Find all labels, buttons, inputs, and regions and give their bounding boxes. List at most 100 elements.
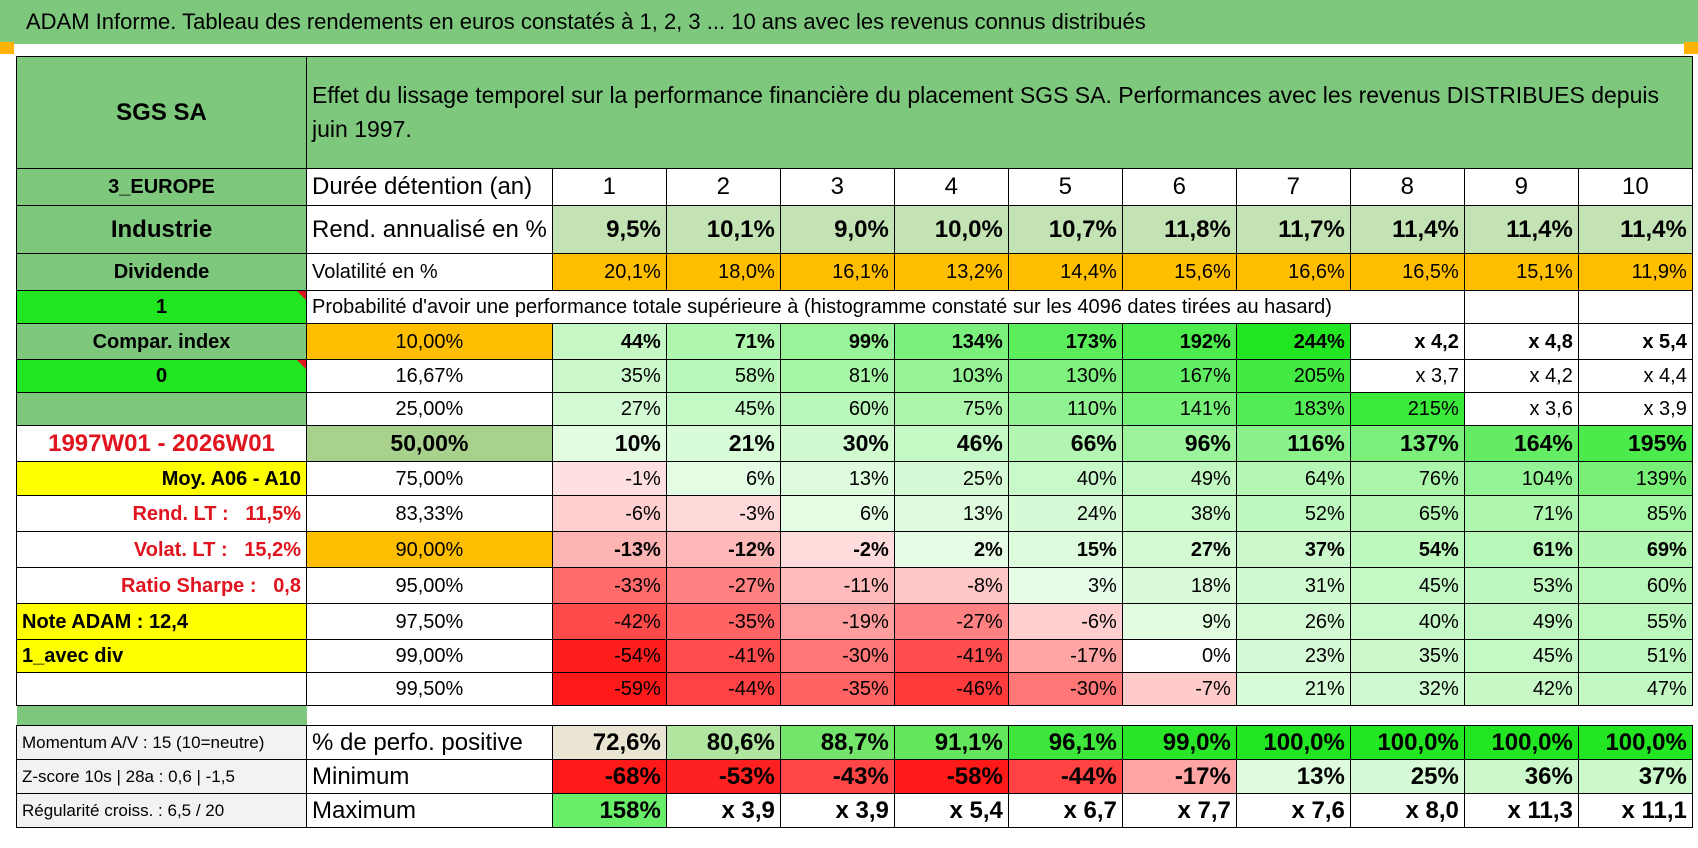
performance-cell: -59% (551, 672, 667, 706)
performance-cell: 164% (1463, 425, 1579, 462)
performance-cell: x 4,8 (1463, 323, 1579, 360)
performance-cell: 58% (665, 359, 781, 393)
positive-cell: 100,0% (1577, 725, 1693, 760)
returns-table: SGS SA Effet du lissage temporel sur la p… (16, 56, 1693, 828)
volatility-cell: 16,6% (1235, 253, 1351, 291)
performance-cell: 134% (893, 323, 1009, 360)
performance-cell: 60% (779, 392, 895, 426)
maximum-cell: x 11,3 (1463, 793, 1579, 828)
duration-label: Durée détention (an) (306, 168, 553, 206)
performance-cell: -35% (665, 603, 781, 640)
volatility-cell: 18,0% (665, 253, 781, 291)
year-header: 7 (1235, 168, 1351, 206)
volatility-cell: 13,2% (893, 253, 1009, 291)
percentile-label: 10,00% (306, 323, 553, 360)
performance-cell: -42% (551, 603, 667, 640)
performance-cell: 24% (1007, 495, 1123, 532)
volatility-label: Volatilité en % (306, 253, 553, 291)
positive-cell: 80,6% (665, 725, 781, 760)
performance-cell: x 4,2 (1463, 359, 1579, 393)
positive-cell: 72,6% (551, 725, 667, 760)
performance-cell: 195% (1577, 425, 1693, 462)
performance-cell: 64% (1235, 461, 1351, 496)
performance-cell: -30% (1007, 672, 1123, 706)
annual-return-cell: 10,1% (665, 205, 781, 254)
performance-cell: 40% (1007, 461, 1123, 496)
maximum-cell: x 5,4 (893, 793, 1009, 828)
performance-cell: 55% (1577, 603, 1693, 640)
minimum-cell: -58% (893, 759, 1009, 794)
performance-cell: x 4,2 (1349, 323, 1465, 360)
performance-cell: 85% (1577, 495, 1693, 532)
annual-return-cell: 11,4% (1577, 205, 1693, 254)
maximum-cell: x 3,9 (665, 793, 781, 828)
volatility-cell: 11,9% (1577, 253, 1693, 291)
performance-cell: -27% (893, 603, 1009, 640)
performance-cell: x 3,9 (1577, 392, 1693, 426)
year-header: 3 (779, 168, 895, 206)
maximum-cell: x 7,6 (1235, 793, 1351, 828)
performance-cell: 6% (665, 461, 781, 496)
performance-cell: -12% (665, 531, 781, 568)
percentile-label: 16,67% (306, 359, 553, 393)
long-term-return-label: Rend. LT : (132, 502, 229, 525)
quantile-row: 0 16,67% 35% 58% 81% 103% 130% 167% 205% x 3,7 x 4… (16, 359, 1693, 393)
annual-return-cell: 9,0% (779, 205, 895, 254)
percentile-label: 97,50% (306, 603, 553, 640)
quantile-row: Ratio Sharpe : 0,8 95,00% -33% -27% -11% -8% 3… (16, 567, 1693, 604)
annual-return-cell: 11,8% (1121, 205, 1237, 254)
positive-cell: 100,0% (1463, 725, 1579, 760)
spacer-green (16, 705, 307, 726)
performance-cell: 30% (779, 425, 895, 462)
performance-cell: 69% (1577, 531, 1693, 568)
performance-cell: -17% (1007, 639, 1123, 673)
return-label: Rend. annualisé en % (306, 205, 553, 254)
quantile-row: Volat. LT : 15,2% 90,00% -13% -12% -2% 2% 15% 2… (16, 531, 1693, 568)
performance-cell: -3% (665, 495, 781, 532)
year-header: 10 (1577, 168, 1693, 206)
volatility-cell: 14,4% (1007, 253, 1123, 291)
year-header: 1 (551, 168, 667, 206)
performance-cell: 71% (1463, 495, 1579, 532)
maximum-cell: x 8,0 (1349, 793, 1465, 828)
with-dividend-label: 1_avec div (16, 639, 307, 673)
volatility-cell: 15,1% (1463, 253, 1579, 291)
performance-cell: 42% (1463, 672, 1579, 706)
quantile-row: 99,50% -59% -44% -35% -46% -30% -7% 21% 32% 42% 47… (16, 672, 1693, 706)
performance-cell: 44% (551, 323, 667, 360)
performance-cell: 53% (1463, 567, 1579, 604)
performance-cell: -6% (1007, 603, 1123, 640)
performance-cell: 31% (1235, 567, 1351, 604)
positive-cell: 100,0% (1235, 725, 1351, 760)
performance-cell: 104% (1463, 461, 1579, 496)
performance-cell: 27% (551, 392, 667, 426)
report-banner: ADAM Informe. Tableau des rendements en … (0, 0, 1698, 44)
year-header: 2 (665, 168, 781, 206)
performance-cell: -6% (551, 495, 667, 532)
right-marker (1684, 42, 1698, 54)
minimum-cell: -43% (779, 759, 895, 794)
performance-cell: 167% (1121, 359, 1237, 393)
quantile-row: 1997W01 - 2026W01 50,00% 10% 21% 30% 46% 66% 96… (16, 425, 1693, 462)
volatility-cell: 16,5% (1349, 253, 1465, 291)
spacer-empty (306, 705, 1693, 726)
maximum-row: Régularité croiss. : 6,5 / 20 Maximum 158%… (16, 793, 1693, 828)
performance-cell: 21% (665, 425, 781, 462)
annual-return-cell: 9,5% (551, 205, 667, 254)
performance-cell: 110% (1007, 392, 1123, 426)
performance-cell: x 4,4 (1577, 359, 1693, 393)
annual-return-cell: 10,0% (893, 205, 1009, 254)
minimum-cell: 36% (1463, 759, 1579, 794)
average-label: Moy. A06 - A10 (16, 461, 307, 496)
performance-cell: 3% (1007, 567, 1123, 604)
performance-cell: 18% (1121, 567, 1237, 604)
years-row: 3_EUROPE Durée détention (an) 1 2 3 4 5 6 7 8 9 10 (16, 168, 1693, 206)
long-term-volatility-label: Volat. LT : (133, 538, 228, 561)
performance-cell: -46% (893, 672, 1009, 706)
sharpe-ratio-value: 0,8 (273, 574, 301, 597)
type-label: Dividende (16, 253, 307, 291)
left-marker (0, 42, 14, 54)
positive-cell: 99,0% (1121, 725, 1237, 760)
annual-return-cell: 11,4% (1349, 205, 1465, 254)
performance-cell: 40% (1349, 603, 1465, 640)
